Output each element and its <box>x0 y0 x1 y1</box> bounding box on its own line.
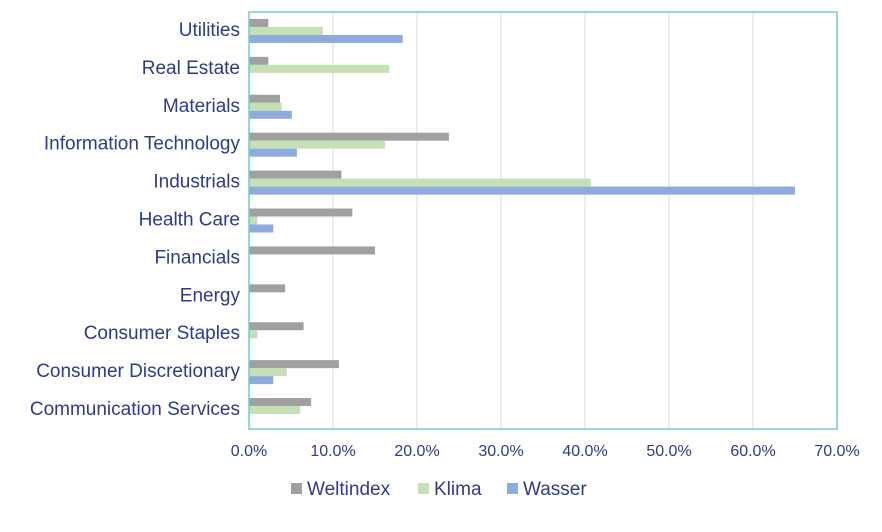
category-label: Utilities <box>179 20 240 41</box>
x-tick-label: 10.0% <box>310 443 355 460</box>
bar <box>249 406 301 415</box>
legend-label: Klima <box>434 479 482 500</box>
legend-swatch <box>418 483 429 494</box>
bar <box>249 170 342 179</box>
bar <box>249 148 297 157</box>
legend-swatch <box>507 483 518 494</box>
x-tick-label: 60.0% <box>730 443 775 460</box>
bar <box>249 216 258 225</box>
bar <box>249 178 591 187</box>
category-label: Consumer Staples <box>84 323 240 344</box>
legend-label: Weltindex <box>307 479 391 500</box>
bar <box>249 224 274 233</box>
x-tick-label: 40.0% <box>562 443 607 460</box>
bar <box>249 64 390 73</box>
category-label: Materials <box>163 96 240 117</box>
plot-border <box>248 11 838 430</box>
bar <box>249 132 449 141</box>
bar <box>249 398 312 407</box>
bar <box>249 322 304 331</box>
category-label: Health Care <box>139 210 240 231</box>
bar <box>249 102 282 111</box>
legend-swatch <box>291 483 302 494</box>
x-tick-label: 0.0% <box>231 443 267 460</box>
bar <box>249 110 292 119</box>
bar <box>249 368 287 377</box>
bar <box>249 208 353 217</box>
bar <box>249 34 403 43</box>
bar <box>249 376 274 385</box>
x-tick-label: 20.0% <box>394 443 439 460</box>
x-tick-label: 30.0% <box>478 443 523 460</box>
bar <box>249 186 795 195</box>
bar <box>249 26 323 35</box>
category-label: Consumer Discretionary <box>36 361 240 382</box>
category-label: Industrials <box>153 172 240 193</box>
category-label: Energy <box>180 285 241 306</box>
category-label: Communication Services <box>30 399 240 420</box>
bar <box>249 56 269 65</box>
bar <box>249 360 339 369</box>
category-label: Financials <box>154 247 240 268</box>
category-label: Information Technology <box>44 134 241 155</box>
bar <box>249 284 286 293</box>
bar <box>249 94 281 103</box>
x-tick-label: 70.0% <box>814 443 859 460</box>
bar <box>249 18 269 27</box>
bar <box>249 140 386 149</box>
category-label: Real Estate <box>142 58 240 79</box>
bar <box>249 246 375 255</box>
legend-label: Wasser <box>523 479 587 500</box>
x-tick-label: 50.0% <box>646 443 691 460</box>
bar <box>249 330 258 339</box>
